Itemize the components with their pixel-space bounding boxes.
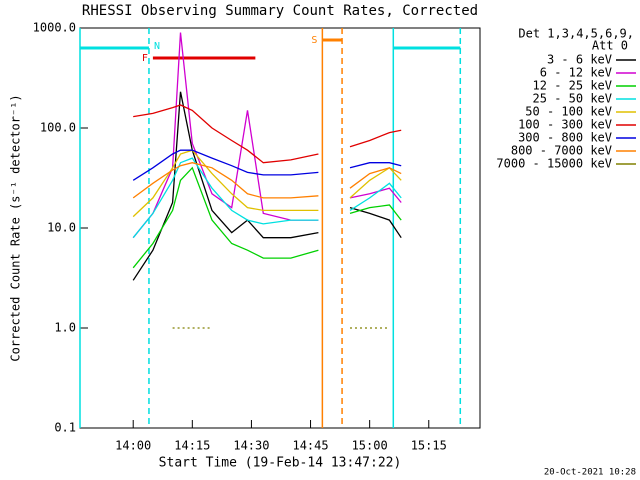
series-line	[132, 157, 319, 239]
x-axis-label: Start Time (19-Feb-14 13:47:22)	[159, 456, 402, 471]
legend-label: 300 - 800 keV	[518, 131, 612, 145]
series-line	[132, 149, 319, 181]
legend-label: 800 - 7000 keV	[511, 144, 612, 158]
x-tick-label: 14:00	[115, 439, 151, 453]
legend-label: 12 - 25 keV	[533, 79, 612, 93]
series-line	[132, 32, 319, 239]
y-axis-label: Corrected Count Rate (s⁻¹ detector⁻¹)	[9, 94, 23, 361]
x-tick-label: 14:45	[292, 439, 328, 453]
legend-label: 7000 - 15000 keV	[496, 157, 612, 171]
legend-label: 100 - 300 keV	[518, 118, 612, 132]
series-line	[132, 166, 319, 269]
y-tick-label: 1.0	[54, 321, 76, 335]
x-tick-label: 14:15	[174, 439, 210, 453]
y-tick-label: 0.1	[54, 421, 76, 435]
legend-label: 3 - 6 keV	[547, 53, 612, 67]
series-line	[349, 182, 402, 211]
chart-title: RHESSI Observing Summary Count Rates, Co…	[82, 3, 478, 19]
y-tick-label: 1000.0	[33, 21, 76, 35]
series-line	[132, 91, 319, 281]
legend-label: 6 - 12 keV	[540, 66, 612, 80]
series-line	[349, 166, 402, 199]
x-tick-label: 15:00	[352, 439, 388, 453]
interval-label: F	[142, 53, 148, 64]
series-line	[349, 167, 402, 189]
series-line	[133, 104, 319, 164]
y-tick-label: 10.0	[47, 221, 76, 235]
y-tick-label: 100.0	[40, 121, 76, 135]
x-tick-label: 14:30	[233, 439, 269, 453]
legend-title: Att 0	[592, 39, 628, 53]
interval-label: N	[154, 41, 160, 52]
legend-label: 25 - 50 keV	[533, 92, 612, 106]
series-line	[132, 149, 319, 218]
x-tick-label: 15:15	[411, 439, 447, 453]
series-line	[132, 162, 319, 199]
series-line	[349, 129, 402, 148]
series-line	[349, 162, 402, 169]
footer: 20-Oct-2021 10:28	[544, 468, 636, 478]
legend-label: 50 - 100 keV	[525, 105, 612, 119]
legend-title: Det 1,3,4,5,6,9,	[518, 27, 634, 41]
interval-label: S	[311, 35, 317, 46]
series-line	[349, 204, 402, 221]
